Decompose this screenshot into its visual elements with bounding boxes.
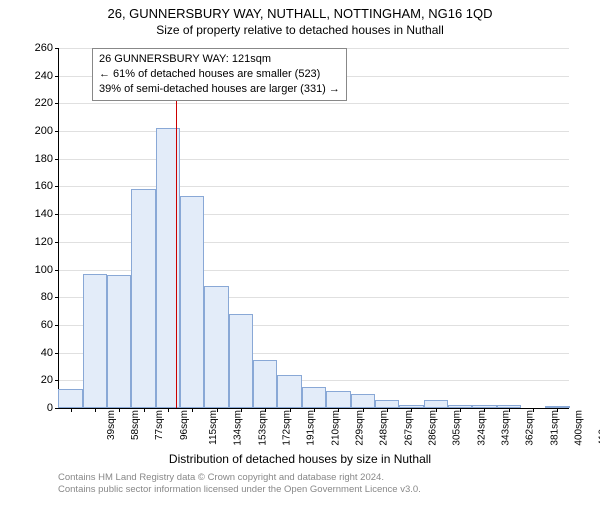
y-tick-label: 60 [41,319,53,331]
x-axis-title: Distribution of detached houses by size … [0,452,600,466]
y-tick-label: 180 [35,153,53,165]
x-tick-label: 286sqm [428,410,439,446]
page-subtitle: Size of property relative to detached ho… [0,23,600,37]
x-tick-label: 134sqm [233,410,244,446]
y-tick-label: 220 [35,97,53,109]
x-tick-label: 172sqm [282,410,293,446]
x-tick-label: 153sqm [257,410,268,446]
page-title: 26, GUNNERSBURY WAY, NUTHALL, NOTTINGHAM… [0,6,600,21]
histogram-bars [59,48,569,408]
histogram-bar [351,394,375,408]
info-line-3: 39% of semi-detached houses are larger (… [99,82,340,97]
histogram-bar [302,387,326,408]
y-tick-label: 260 [35,42,53,54]
histogram-bar [229,314,253,408]
histogram-bar [424,400,448,408]
histogram-bar [545,406,569,408]
reference-line [176,48,177,408]
y-tick-label: 160 [35,180,53,192]
histogram-bar [253,360,277,408]
histogram-bar [83,274,107,408]
histogram-bar [58,389,82,408]
x-tick-label: 381sqm [549,410,560,446]
x-tick-label: 248sqm [379,410,390,446]
y-tick-label: 140 [35,208,53,220]
x-tick-label: 96sqm [179,410,190,440]
x-tick-label: 324sqm [476,410,487,446]
footnote-line-1: Contains HM Land Registry data © Crown c… [58,472,421,484]
info-line-1: 26 GUNNERSBURY WAY: 121sqm [99,52,340,67]
histogram-bar [277,375,301,408]
histogram-bar [399,405,423,408]
histogram-bar [375,400,399,408]
x-tick-label: 229sqm [355,410,366,446]
chart-plot-area: 02040608010012014016018020022024026039sq… [58,48,569,409]
x-tick-label: 400sqm [574,410,585,446]
x-tick-label: 39sqm [106,410,117,440]
x-tick-label: 267sqm [403,410,414,446]
x-tick-label: 362sqm [525,410,536,446]
x-tick-label: 191sqm [306,410,317,446]
y-tick-label: 0 [47,402,53,414]
x-tick-label: 343sqm [501,410,512,446]
y-tick-label: 240 [35,70,53,82]
x-tick-label: 210sqm [330,410,341,446]
y-tick-label: 100 [35,264,53,276]
histogram-bar [204,286,228,408]
y-tick-label: 40 [41,347,53,359]
histogram-bar [448,405,472,408]
info-line-2: ← 61% of detached houses are smaller (52… [99,67,340,82]
x-tick-label: 115sqm [208,410,219,445]
y-tick-label: 120 [35,236,53,248]
histogram-bar [131,189,155,408]
info-box: 26 GUNNERSBURY WAY: 121sqm ← 61% of deta… [92,48,347,101]
histogram-bar [497,405,521,408]
y-tick-label: 200 [35,125,53,137]
histogram-bar [180,196,204,408]
y-tick-label: 20 [41,374,53,386]
histogram-bar [326,391,350,408]
x-tick-label: 305sqm [452,410,463,446]
chart-container: 26, GUNNERSBURY WAY, NUTHALL, NOTTINGHAM… [0,6,600,506]
footnote: Contains HM Land Registry data © Crown c… [58,472,421,496]
x-tick-label: 77sqm [154,410,165,440]
y-tick-label: 80 [41,291,53,303]
footnote-line-2: Contains public sector information licen… [58,484,421,496]
x-tick-label: 58sqm [130,410,141,440]
histogram-bar [472,405,496,408]
histogram-bar [107,275,131,408]
